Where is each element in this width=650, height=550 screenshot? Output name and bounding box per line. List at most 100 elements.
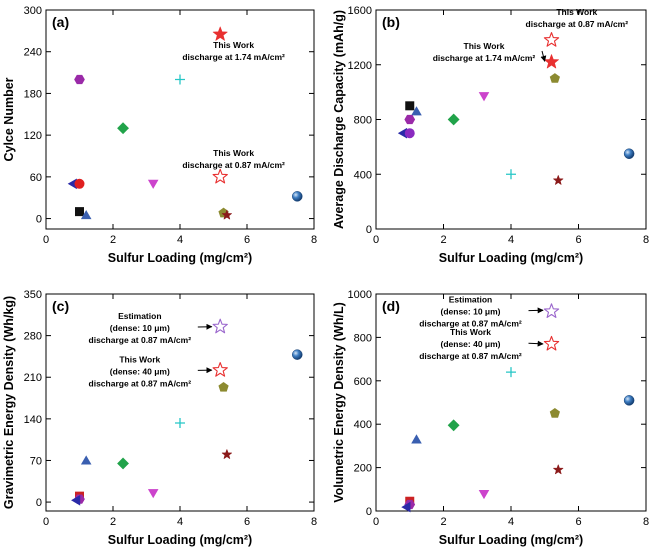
y-tick-label: 210 [24, 372, 42, 384]
y-axis-title: Cylce Number [2, 77, 16, 161]
data-point-diamond [117, 457, 129, 470]
annotation-text: discharge at 0.87 mA/cm² [89, 378, 192, 388]
annotation-text: discharge at 0.87 mA/cm² [526, 19, 629, 29]
data-point-triangle-down [478, 490, 490, 500]
x-tick-label: 2 [440, 516, 446, 528]
x-tick-label: 6 [244, 234, 250, 246]
data-point-star [544, 54, 559, 69]
x-tick-label: 4 [177, 234, 183, 246]
x-tick-label: 6 [575, 234, 581, 246]
annotation-text: (dense: 10 μm) [110, 323, 170, 333]
x-axis-title: Sulfur Loading (mg/cm²) [108, 533, 252, 547]
annotation-text: discharge at 1.74 mA/cm² [433, 53, 536, 63]
y-axis-title: Gravimetric Energy Density (Wh/kg) [2, 296, 16, 509]
data-point-star [221, 449, 232, 459]
annotation-text: discharge at 0.87 mA/cm² [182, 160, 285, 170]
data-point-plus [506, 367, 516, 378]
y-tick-label: 180 [24, 88, 42, 100]
annotation-arrow [540, 50, 547, 62]
y-tick-label: 70 [30, 455, 42, 467]
annotation-text: This Work [556, 7, 597, 17]
annotation-text: discharge at 1.74 mA/cm² [182, 52, 285, 62]
data-point-pentagon [549, 407, 560, 418]
y-tick-label: 800 [354, 332, 372, 344]
data-point-star [212, 168, 228, 184]
data-point-diamond [447, 419, 460, 432]
annotation-text: This Work [213, 148, 254, 158]
data-point-triangle [80, 455, 92, 465]
data-point-star [553, 175, 564, 185]
data-point-star [221, 209, 232, 220]
x-tick-label: 2 [110, 516, 116, 528]
y-tick-label: 0 [366, 506, 372, 518]
plot-frame [375, 9, 647, 230]
data-point-star [543, 303, 560, 318]
annotation-text: This Work [213, 40, 254, 50]
y-tick-label: 400 [354, 169, 372, 181]
data-point-triangle [411, 434, 422, 444]
y-tick-label: 200 [354, 463, 372, 475]
data-point-star [553, 464, 564, 475]
y-tick-label: 0 [36, 497, 42, 509]
x-tick-label: 4 [177, 516, 183, 528]
y-tick-label: 120 [24, 130, 42, 142]
plot-frame [45, 9, 315, 230]
plot-frame [45, 293, 315, 512]
y-tick-label: 0 [36, 214, 42, 226]
data-point-square [405, 101, 415, 111]
data-point-hexagon [74, 74, 85, 85]
data-point-diamond [117, 122, 129, 135]
x-tick-label: 2 [440, 234, 446, 246]
data-point-triangle-down [147, 179, 159, 189]
data-point-star [212, 318, 228, 334]
data-point-sphere [623, 395, 635, 406]
annotation-arrow [528, 340, 544, 347]
data-point-triangle-down [478, 92, 490, 102]
y-tick-label: 1000 [348, 289, 372, 301]
panel-b: 0 2 4 6 8 0 400 800 1200 1600 Sulfur Loading (mg/c… [332, 5, 649, 265]
y-tick-label: 1200 [348, 60, 372, 72]
annotation-text: (dense: 10 μm) [441, 307, 501, 317]
annotation-text: discharge at 0.87 mA/cm² [419, 351, 522, 361]
annotation-text: This Work [119, 354, 160, 364]
x-tick-label: 8 [643, 234, 649, 246]
x-tick-label: 2 [110, 234, 116, 246]
x-tick-label: 8 [311, 516, 317, 528]
annotation-text: discharge at 0.87 mA/cm² [419, 319, 522, 329]
data-point-sphere [623, 148, 635, 159]
y-tick-label: 280 [24, 331, 42, 343]
x-tick-label: 0 [43, 516, 49, 528]
data-point-sphere [292, 349, 303, 360]
y-tick-label: 300 [24, 5, 42, 17]
x-tick-label: 6 [575, 516, 581, 528]
data-point-circle [74, 178, 85, 189]
data-point-triangle-left [401, 501, 411, 513]
x-tick-label: 4 [508, 234, 514, 246]
data-point-star [543, 32, 560, 47]
y-axis-title: Average Discharge Capacity (mAh/g) [332, 10, 346, 229]
y-tick-label: 1600 [348, 5, 372, 17]
annotation-text: Estimation [118, 311, 161, 321]
data-point-pentagon [549, 73, 560, 83]
x-tick-label: 6 [244, 516, 250, 528]
y-tick-label: 60 [30, 172, 42, 184]
data-point-circle [404, 128, 415, 139]
x-tick-label: 0 [43, 234, 49, 246]
y-tick-label: 600 [354, 376, 372, 388]
panel-label: (d) [382, 298, 400, 314]
data-point-triangle-left [71, 495, 81, 506]
y-tick-label: 0 [366, 224, 372, 236]
data-point-diamond [447, 113, 460, 126]
panel-label: (a) [52, 14, 69, 30]
annotation-text: (dense: 40 μm) [441, 339, 501, 349]
y-tick-label: 400 [354, 419, 372, 431]
data-point-triangle-down [147, 489, 159, 499]
annotation-text: discharge at 0.87 mA/cm² [89, 335, 192, 345]
data-point-star [212, 362, 228, 377]
annotation-text: (dense: 40 μm) [110, 366, 170, 376]
y-tick-label: 350 [24, 289, 42, 301]
x-tick-label: 8 [643, 516, 649, 528]
x-tick-label: 0 [373, 234, 379, 246]
y-tick-label: 140 [24, 414, 42, 426]
